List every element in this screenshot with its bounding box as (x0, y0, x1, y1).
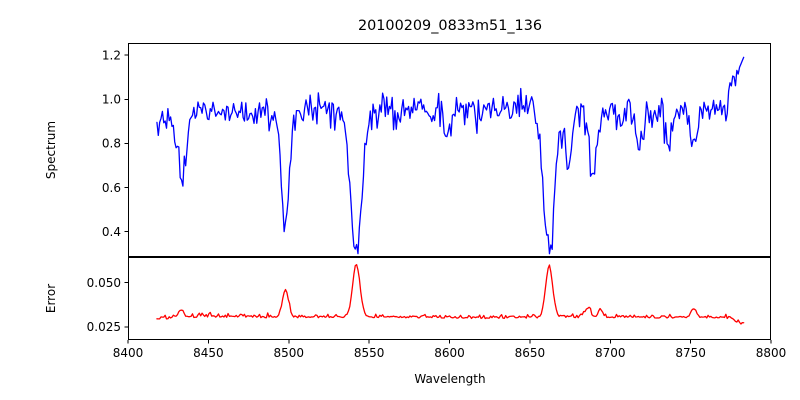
error-panel-ytick-label: 0.025 (87, 320, 121, 334)
error-panel: 0.025 0.050 Error 8400 8450 8500 8550 8600 8650 8… (44, 256, 787, 360)
x-tick-label: 8450 (193, 346, 224, 360)
page-title: 20100209_0833m51_136 (358, 18, 542, 34)
panels-group: 0.4 0.6 0.8 1.0 1.2 Spectrum 0.025 0.050 Error 84… (44, 42, 787, 360)
spectrum-panel-frame (127, 42, 772, 258)
x-tick-label: 8700 (595, 346, 626, 360)
spectrum-panel-y-axis-label: Spectrum (44, 121, 58, 179)
spectrum-panel: 0.4 0.6 0.8 1.0 1.2 Spectrum (44, 42, 772, 258)
error-panel-frame (127, 256, 772, 341)
x-tick-label: 8800 (756, 346, 787, 360)
x-tick-label: 8400 (113, 346, 144, 360)
x-tick-label: 8600 (434, 346, 465, 360)
error-panel-dataline (156, 264, 745, 325)
spectrum-panel-dataline (156, 56, 745, 255)
x-tick-label: 8500 (273, 346, 304, 360)
x-tick-label: 8550 (354, 346, 385, 360)
x-tick-label: 8750 (675, 346, 706, 360)
spectrum-panel-ytick-label: 1.0 (102, 93, 121, 107)
error-panel-y-axis-label: Error (44, 284, 58, 313)
error-panel-background (128, 257, 771, 340)
spectrum-panel-ytick-label: 0.8 (102, 137, 121, 151)
spectrum-panel-background (128, 43, 771, 257)
error-panel-ytick-label: 0.050 (87, 276, 121, 290)
spectrum-panel-ytick-label: 0.4 (102, 225, 121, 239)
spectrum-panel-ytick-label: 1.2 (102, 48, 121, 62)
x-axis-label: Wavelength (414, 372, 485, 386)
spectrum-panel-ytick-label: 0.6 (102, 181, 121, 195)
x-tick-label: 8650 (515, 346, 546, 360)
